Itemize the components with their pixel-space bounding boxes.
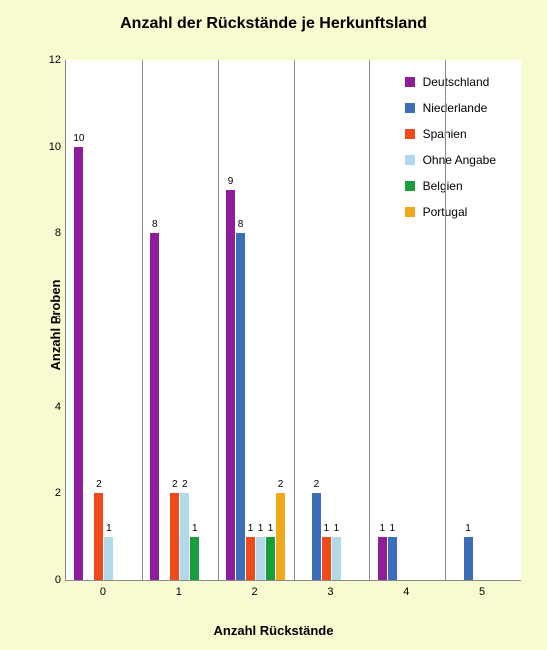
legend-label: Belgien [423, 179, 463, 193]
bar [236, 233, 245, 580]
legend-label: Niederlande [423, 101, 488, 115]
bar-value-label: 1 [106, 523, 112, 534]
bar-value-label: 1 [324, 523, 330, 534]
bar-value-label: 1 [258, 523, 264, 534]
x-tick: 2 [252, 586, 258, 598]
bar [94, 493, 103, 580]
bar [170, 493, 179, 580]
bar [276, 493, 285, 580]
bar-value-label: 1 [334, 523, 340, 534]
gridline [369, 60, 370, 580]
y-tick: 0 [47, 574, 61, 586]
x-tick: 3 [327, 586, 333, 598]
bar [246, 537, 255, 580]
y-tick: 4 [47, 401, 61, 413]
legend-item: Ohne Angabe [405, 153, 496, 167]
legend-swatch [405, 103, 415, 113]
legend-swatch [405, 155, 415, 165]
legend-item: Spanien [405, 127, 496, 141]
bar-value-label: 2 [96, 479, 102, 490]
x-axis-label: Anzahl Rückstände [0, 623, 547, 638]
bar [190, 537, 199, 580]
bar [256, 537, 265, 580]
bar-value-label: 1 [465, 523, 471, 534]
chart-title: Anzahl der Rückstände je Herkunftsland [0, 15, 547, 33]
gridline [294, 60, 295, 580]
bar-value-label: 1 [192, 523, 198, 534]
bar [332, 537, 341, 580]
legend-label: Deutschland [423, 75, 490, 89]
legend-item: Deutschland [405, 75, 496, 89]
bar [378, 537, 387, 580]
bar [226, 190, 235, 580]
legend-item: Portugal [405, 205, 496, 219]
bar [104, 537, 113, 580]
gridline [218, 60, 219, 580]
bar [150, 233, 159, 580]
chart-container: Anzahl der Rückstände je Herkunftsland A… [0, 0, 547, 650]
x-tick: 5 [479, 586, 485, 598]
legend-swatch [405, 181, 415, 191]
legend-swatch [405, 77, 415, 87]
bar [322, 537, 331, 580]
bar-value-label: 2 [278, 479, 284, 490]
bar-value-label: 9 [228, 176, 234, 187]
bar-value-label: 2 [172, 479, 178, 490]
gridline [445, 60, 446, 580]
bar-value-label: 1 [389, 523, 395, 534]
legend-item: Niederlande [405, 101, 496, 115]
legend-label: Ohne Angabe [423, 153, 496, 167]
bar-value-label: 2 [182, 479, 188, 490]
y-tick: 10 [47, 141, 61, 153]
bar [312, 493, 321, 580]
y-tick: 2 [47, 487, 61, 499]
legend-swatch [405, 207, 415, 217]
legend-swatch [405, 129, 415, 139]
bar [74, 147, 83, 580]
bar-value-label: 2 [314, 479, 320, 490]
bar-value-label: 1 [268, 523, 274, 534]
bar [180, 493, 189, 580]
x-tick: 4 [403, 586, 409, 598]
bar [266, 537, 275, 580]
bar-value-label: 1 [248, 523, 254, 534]
bar-value-label: 1 [379, 523, 385, 534]
bar-value-label: 8 [152, 219, 158, 230]
x-tick: 0 [100, 586, 106, 598]
y-tick: 12 [47, 54, 61, 66]
bar-value-label: 10 [73, 133, 84, 144]
bar [388, 537, 397, 580]
y-tick: 6 [47, 314, 61, 326]
y-tick: 8 [47, 227, 61, 239]
x-tick: 1 [176, 586, 182, 598]
plot-area: Deutschland Niederlande Spanien Ohne Angabe… [65, 60, 521, 581]
bar [464, 537, 473, 580]
legend: Deutschland Niederlande Spanien Ohne Angabe… [405, 75, 496, 231]
bar-value-label: 8 [238, 219, 244, 230]
gridline [142, 60, 143, 580]
legend-item: Belgien [405, 179, 496, 193]
